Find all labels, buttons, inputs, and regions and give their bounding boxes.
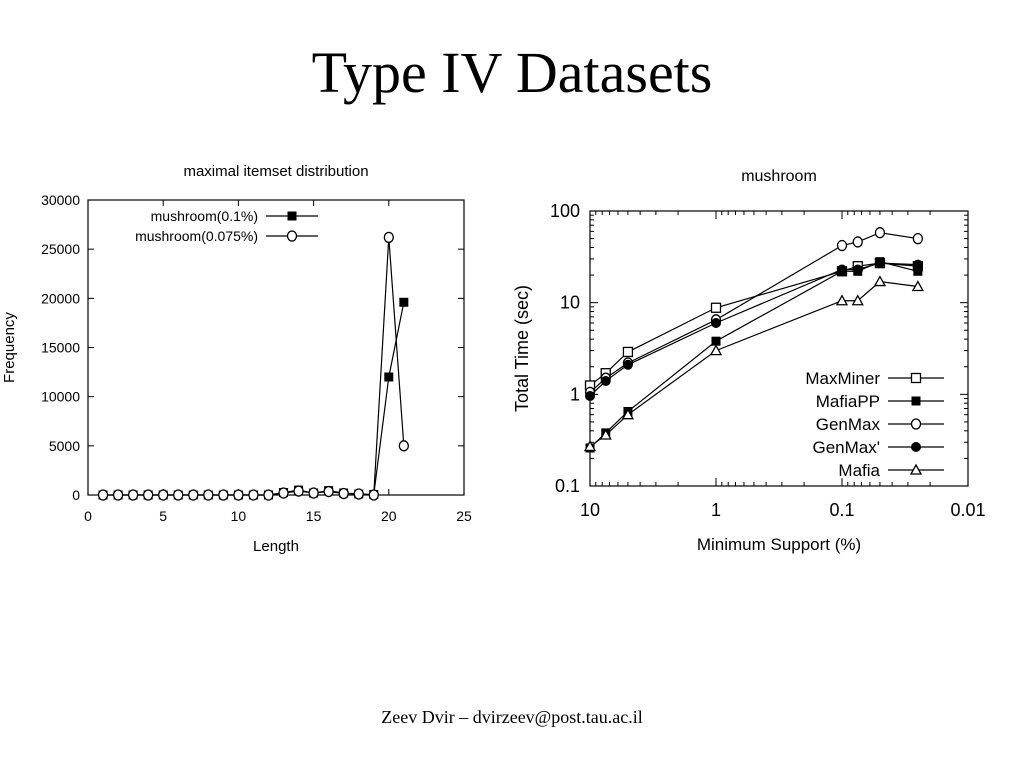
series-0-point <box>622 346 634 358</box>
legend-marker-0 <box>287 211 297 221</box>
legend-marker-4 <box>909 463 923 475</box>
legend-marker-3 <box>911 442 921 452</box>
series-1-point <box>97 489 109 501</box>
x-tick-label: 5 <box>159 508 167 524</box>
x-axis-label: Length <box>253 538 299 555</box>
series-4-point <box>911 280 924 292</box>
x-tick-label: 25 <box>456 508 472 524</box>
series-1-point <box>353 488 364 500</box>
series-2-point <box>836 239 848 252</box>
series-1-point <box>127 489 139 501</box>
maximal-itemset-chart: maximal itemset distribution Length Freque… <box>1 163 472 555</box>
series-1-point <box>383 231 394 244</box>
series-2-point <box>912 232 924 245</box>
legend-marker-1 <box>286 230 298 242</box>
series-1-point <box>248 489 259 501</box>
series-1-point <box>188 489 199 501</box>
series-line-1 <box>103 237 405 496</box>
series-0-point <box>384 372 394 382</box>
y-tick-label: 0.1 <box>555 476 580 496</box>
series-3-point <box>622 359 633 370</box>
series-line-0 <box>589 262 918 386</box>
legend-label-4: Mafia <box>838 461 880 480</box>
plot-frame <box>87 199 465 496</box>
legend-label-0: mushroom(0.1%) <box>151 208 258 224</box>
slide-footer: Zeev Dvir – dvirzeev@post.tau.ac.il <box>381 707 643 727</box>
x-axis-label: Minimum Support (%) <box>697 535 861 554</box>
series-0-point <box>710 302 722 313</box>
series-3-point <box>912 259 923 270</box>
y-tick-label: 25000 <box>41 241 80 257</box>
series-1-point <box>323 485 334 498</box>
x-tick-label: 0 <box>84 508 92 524</box>
x-tick-label: 15 <box>306 508 322 524</box>
series-1-point <box>368 489 379 501</box>
y-tick-label: 5000 <box>49 438 80 454</box>
y-tick-label: 10000 <box>41 389 80 405</box>
series-3-point <box>585 390 595 401</box>
series-2-point <box>874 227 886 239</box>
legend-label-1: mushroom(0.075%) <box>135 228 258 244</box>
y-tick-label: 100 <box>550 201 580 221</box>
series-1-point <box>218 489 229 501</box>
series-4-point <box>583 440 597 452</box>
series-3-point <box>837 264 847 275</box>
legend-label-2: GenMax <box>816 415 881 434</box>
y-tick-label: 30000 <box>41 192 80 208</box>
series-1-point <box>293 485 304 497</box>
x-tick-label: 10 <box>580 500 600 520</box>
series-1-point <box>112 489 124 501</box>
series-4-point <box>599 428 612 440</box>
series-1-point <box>711 336 721 346</box>
series-3-point <box>874 258 885 269</box>
y-axis-label: Total Time (sec) <box>512 285 532 412</box>
series-1-point <box>913 266 923 276</box>
y-tick-label: 10 <box>560 293 580 313</box>
series-1-point <box>203 489 214 501</box>
series-1-point <box>308 487 319 499</box>
legend-label-0: MaxMiner <box>805 369 880 388</box>
series-4-point <box>709 344 723 356</box>
x-tick-label: 1 <box>711 500 721 520</box>
legend-label-3: GenMax' <box>813 438 881 457</box>
chart-title: maximal itemset distribution <box>183 163 368 180</box>
legend-marker-0 <box>910 372 922 384</box>
mushroom-runtime-chart: mushroom Minimum Support (%) Total Time (s… <box>512 168 986 554</box>
series-2-point <box>852 236 863 248</box>
legend-marker-1 <box>911 396 921 406</box>
series-4-point <box>851 294 864 306</box>
series-line-0 <box>103 302 405 496</box>
y-tick-label: 20000 <box>41 290 80 306</box>
series-1-point <box>173 489 184 501</box>
series-1-point <box>338 487 349 500</box>
series-3-point <box>852 264 863 275</box>
series-1-point <box>233 489 244 501</box>
x-tick-label: 10 <box>231 508 247 524</box>
legend-marker-2 <box>910 418 922 430</box>
series-4-point <box>873 275 887 287</box>
x-tick-label: 0.01 <box>950 500 985 520</box>
series-1-point <box>278 487 289 499</box>
series-3-point <box>600 375 611 386</box>
series-1-point <box>263 489 274 501</box>
slide-title: Type IV Datasets <box>311 40 713 105</box>
x-tick-label: 20 <box>381 508 397 524</box>
y-tick-label: 15000 <box>41 340 80 356</box>
series-0-point <box>399 297 409 307</box>
legend-label-1: MafiaPP <box>816 392 880 411</box>
chart-title: mushroom <box>741 168 817 185</box>
y-axis-label: Frequency <box>1 312 18 383</box>
series-1-point <box>158 489 169 501</box>
plot-frame <box>589 210 969 487</box>
y-tick-label: 1 <box>570 384 580 404</box>
series-1-point <box>143 489 154 501</box>
series-4-point <box>621 408 635 420</box>
series-3-point <box>711 318 721 329</box>
series-4-point <box>835 294 849 306</box>
x-tick-label: 0.1 <box>829 500 854 520</box>
series-1-point <box>398 440 409 452</box>
y-tick-label: 0 <box>72 487 80 503</box>
